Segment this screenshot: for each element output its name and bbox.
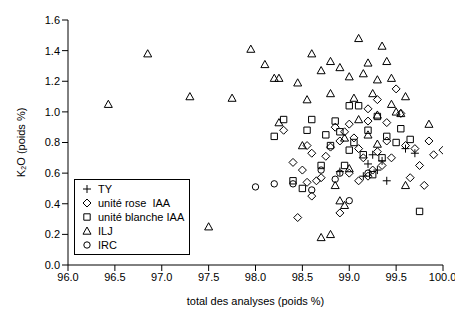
svg-text:0.6: 0.6: [45, 167, 60, 179]
svg-text:0.4: 0.4: [45, 198, 60, 210]
svg-text:1.0: 1.0: [45, 106, 60, 118]
html-text:TY: TY: [98, 183, 113, 195]
svg-text:97.0: 97.0: [151, 271, 172, 283]
html-text:unité blanche IAA: unité blanche IAA: [98, 211, 185, 223]
svg-text:96.5: 96.5: [104, 271, 125, 283]
html-text:ILJ: ILJ: [98, 225, 113, 237]
svg-text:98.5: 98.5: [292, 271, 313, 283]
svg-text:1.6: 1.6: [45, 14, 60, 26]
svg-text:98.0: 98.0: [245, 271, 266, 283]
html-text:IRC: IRC: [98, 239, 117, 251]
svg-text:total des analyses (poids %): total des analyses (poids %): [187, 295, 325, 307]
svg-text:99.0: 99.0: [339, 271, 360, 283]
svg-text:0.8: 0.8: [45, 136, 60, 148]
svg-text:97.5: 97.5: [198, 271, 219, 283]
svg-text:100.0: 100.0: [429, 271, 455, 283]
svg-text:96.0: 96.0: [57, 271, 78, 283]
svg-text:K₂O (poids %): K₂O (poids %): [15, 108, 27, 178]
svg-text:1.2: 1.2: [45, 75, 60, 87]
svg-text:1.4: 1.4: [45, 45, 60, 57]
svg-text:99.5: 99.5: [385, 271, 406, 283]
svg-text:0.0: 0.0: [45, 259, 60, 271]
html-text:unité rose IAA: unité rose IAA: [98, 197, 171, 209]
svg-text:0.2: 0.2: [45, 228, 60, 240]
